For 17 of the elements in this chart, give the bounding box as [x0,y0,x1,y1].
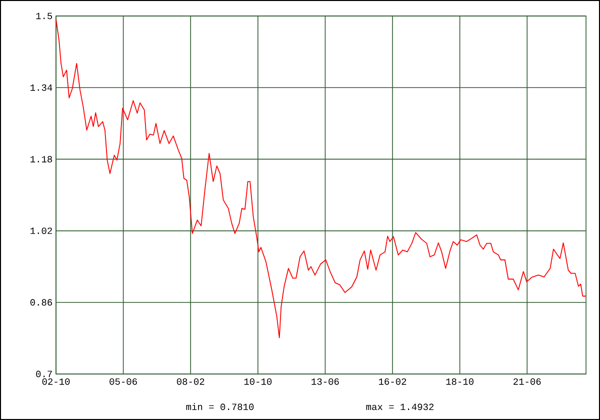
y-tick-label: 0.86 [30,299,52,306]
x-tick-label: 05-06 [110,378,137,385]
y-tick-label: 1.5 [36,12,52,20]
y-tick-label: 0.7 [36,370,52,378]
y-tick-label: 1.18 [30,156,52,162]
line-series [56,18,586,338]
x-tick-label: 13-06 [312,378,339,385]
x-tick-label: 18-10 [446,378,474,385]
x-tick-label: 10-10 [244,378,272,385]
text: max = 1.4932 [366,404,434,410]
x-tick-label: 16-02 [378,378,406,385]
y-tick-label: 1.02 [30,228,52,234]
text: min = 0.7810 [186,403,254,410]
x-tick-label: 21-06 [514,378,541,385]
y-tick-label: 1.34 [30,84,52,91]
x-tick-label: 08-02 [176,378,204,385]
x-tick-label: 02-10 [42,378,70,385]
